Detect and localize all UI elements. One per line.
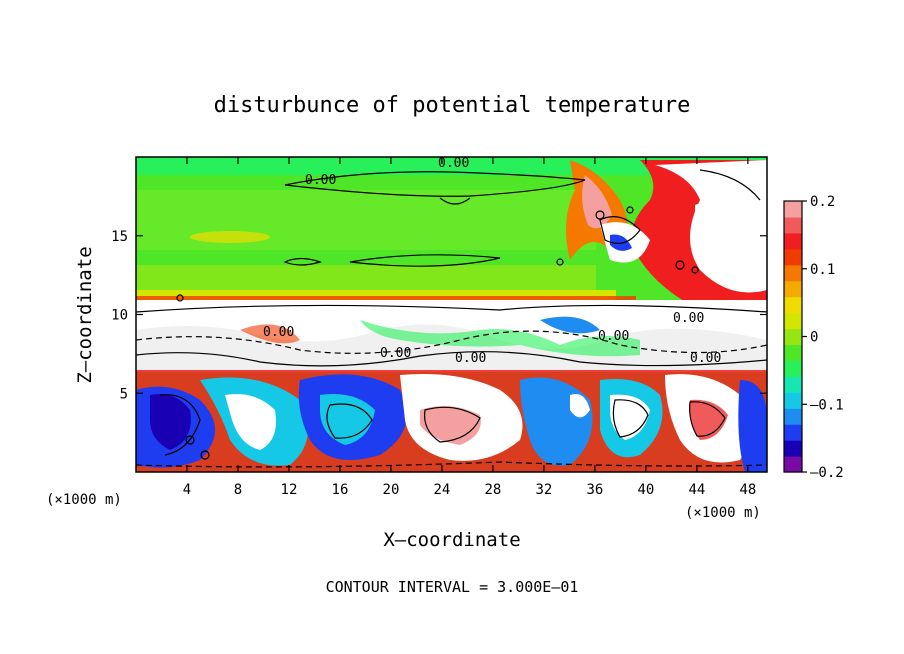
x-tick-label: 8 [234, 482, 242, 498]
colorbar-swatch [784, 264, 802, 282]
colorbar-swatch [784, 424, 802, 441]
x-tick-label: 20 [383, 482, 400, 498]
x-tick-label: 36 [586, 482, 603, 498]
colorbar-swatch [784, 376, 802, 393]
colorbar-swatch [784, 328, 802, 346]
x-axis-label: X–coordinate [383, 529, 520, 551]
colorbar-swatch [784, 232, 802, 250]
contour-label: 0.00 [455, 351, 486, 366]
x-unit-right: (×1000 m) [685, 505, 761, 521]
x-unit-left: (×1000 m) [46, 492, 122, 508]
colorbar-swatch [784, 201, 802, 218]
colorbar-tick-label: –0.1 [810, 397, 844, 413]
y-axis-label: Z–coordinate [74, 246, 96, 383]
colorbar-swatch [784, 408, 802, 425]
contour-label: 0.00 [598, 329, 629, 344]
contour-label: 0.00 [438, 156, 469, 171]
y-tick-label: 15 [111, 229, 128, 245]
colorbar-swatch [784, 280, 802, 298]
colorbar-swatch [784, 296, 802, 314]
colorbar-tick-label: –0.2 [810, 465, 844, 481]
contour-label: 0.00 [305, 173, 336, 188]
colorbar-swatch [784, 440, 802, 457]
colorbar-swatch [784, 392, 802, 409]
colorbar [783, 200, 803, 473]
colorbar-tick-label: 0.2 [810, 194, 835, 210]
colorbar-swatch [784, 360, 802, 377]
heatmap-field [136, 157, 767, 472]
colorbar-swatch [784, 344, 802, 362]
x-tick-label: 28 [484, 482, 501, 498]
contour-label: 0.00 [673, 311, 704, 326]
contour-label: 0.00 [380, 346, 411, 361]
x-tick-label: 48 [739, 482, 756, 498]
x-axis: 4 8 12 16 20 24 28 32 36 40 44 48 [183, 157, 756, 498]
colorbar-ticks: 0.2 0.1 0 –0.1 –0.2 [802, 194, 844, 481]
contour-label: 0.00 [690, 351, 721, 366]
x-tick-label: 4 [183, 482, 191, 498]
y-axis: 5 10 15 [111, 229, 767, 402]
colorbar-swatch [784, 312, 802, 330]
colorbar-swatch [784, 216, 802, 234]
colorbar-tick-label: 0 [810, 330, 818, 346]
contour-interval-note: CONTOUR INTERVAL = 3.000E–01 [326, 578, 579, 596]
x-tick-label: 24 [434, 482, 451, 498]
contour-label-group: 0.00 0.00 0.00 0.00 0.00 0.00 0.00 0.00 [263, 156, 721, 366]
contour-label: 0.00 [263, 325, 294, 340]
y-tick-label: 5 [120, 386, 128, 402]
colorbar-tick-label: 0.1 [810, 262, 835, 278]
chart-title: disturbunce of potential temperature [214, 93, 691, 118]
x-tick-label: 32 [535, 482, 552, 498]
y-tick-label: 10 [111, 308, 128, 324]
colorbar-swatch [784, 248, 802, 266]
x-tick-label: 16 [332, 482, 349, 498]
contour-lines [136, 169, 767, 468]
x-tick-label: 40 [637, 482, 654, 498]
x-tick-label: 44 [688, 482, 705, 498]
colorbar-swatch [784, 456, 802, 473]
x-tick-label: 12 [281, 482, 298, 498]
